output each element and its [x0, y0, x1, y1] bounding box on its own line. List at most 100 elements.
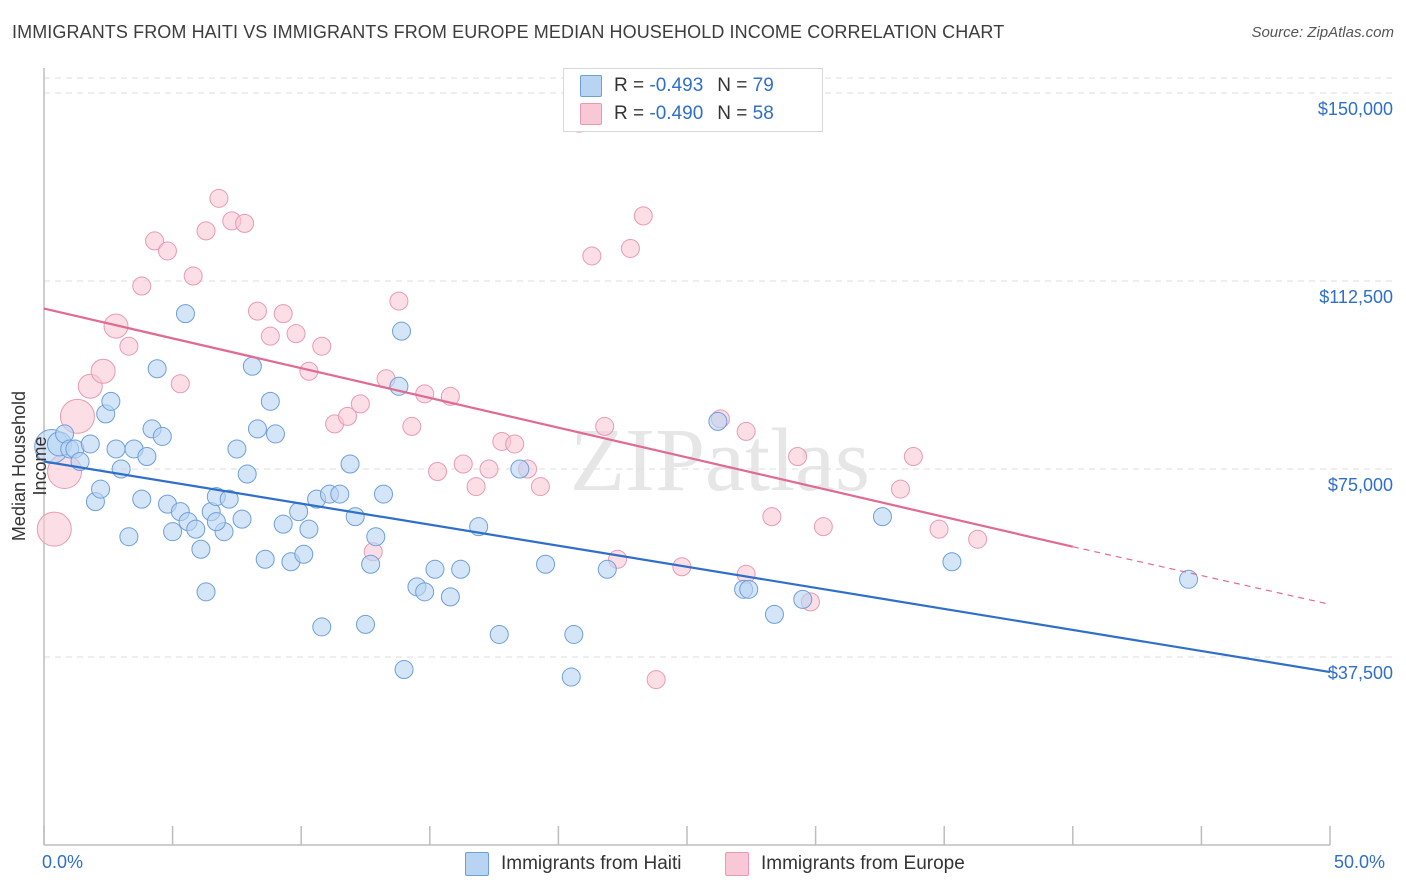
haiti-n-value: 79 [752, 75, 774, 96]
europe-point-30 [428, 462, 448, 482]
europe-point-44 [633, 206, 653, 226]
haiti-point-34 [242, 356, 262, 376]
haiti-point-39 [273, 514, 293, 534]
europe-r-label: R = [614, 103, 645, 124]
x-tick-label-max: 50.0% [1334, 852, 1386, 872]
europe-n-label: N = [717, 103, 748, 124]
europe-point-45 [646, 670, 666, 690]
europe-trend-line [43, 307, 1074, 548]
haiti-point-61 [451, 559, 471, 579]
haiti-point-55 [392, 321, 412, 341]
haiti-point-38 [265, 424, 285, 444]
haiti-point-16 [137, 446, 157, 466]
haiti-point-76 [1179, 569, 1199, 589]
y-tick-label-3: $150,000 [1317, 99, 1393, 120]
europe-point-9 [157, 241, 177, 261]
haiti-point-66 [561, 667, 581, 687]
haiti-point-52 [366, 527, 386, 547]
europe-points [36, 113, 988, 690]
haiti-point-75 [942, 552, 962, 572]
haiti-point-67 [564, 624, 584, 644]
europe-point-40 [582, 246, 602, 266]
europe-point-8 [145, 231, 165, 251]
haiti-r-label: R = [614, 75, 645, 96]
europe-point-2 [59, 398, 95, 434]
haiti-point-32 [232, 509, 252, 529]
haiti-point-37 [260, 391, 280, 411]
europe-point-17 [260, 326, 280, 346]
haiti-point-21 [163, 522, 183, 542]
europe-point-23 [337, 406, 357, 426]
haiti-point-35 [247, 419, 267, 439]
europe-swatch [580, 102, 602, 125]
haiti-point-74 [872, 507, 892, 527]
haiti-point-13 [119, 527, 139, 547]
x-tick-label-min: 0.0% [42, 852, 84, 872]
haiti-point-30 [219, 489, 239, 509]
europe-point-27 [389, 291, 409, 311]
haiti-point-31 [227, 439, 247, 459]
europe-point-15 [235, 213, 255, 233]
europe-point-50 [788, 446, 808, 466]
haiti-point-60 [440, 587, 460, 607]
haiti-point-71 [739, 579, 759, 599]
haiti-point-59 [425, 559, 445, 579]
haiti-point-63 [489, 624, 509, 644]
haiti-point-15 [132, 489, 152, 509]
haiti-point-8 [91, 479, 111, 499]
europe-point-52 [813, 517, 833, 537]
europe-point-12 [196, 221, 216, 241]
haiti-points [34, 304, 1199, 687]
y-tick-label-2: $112,500 [1319, 287, 1393, 308]
europe-point-6 [119, 336, 139, 356]
haiti-point-69 [708, 411, 728, 431]
haiti-n-label: N = [717, 75, 748, 96]
haiti-point-56 [394, 660, 414, 680]
europe-point-41 [595, 416, 615, 436]
haiti-point-24 [186, 519, 206, 539]
legend-row-haiti: R = -0.493 N = 79 [580, 73, 774, 99]
europe-legend-swatch [725, 852, 749, 876]
haiti-point-65 [536, 554, 556, 574]
haiti-legend-label: Immigrants from Haiti [501, 853, 682, 875]
haiti-point-36 [255, 549, 275, 569]
haiti-point-64 [510, 459, 530, 479]
europe-r-value: -0.490 [649, 103, 704, 124]
europe-point-38 [530, 477, 550, 497]
europe-point-19 [286, 324, 306, 344]
europe-point-7 [132, 276, 152, 296]
europe-point-4 [90, 358, 116, 384]
europe-point-43 [620, 238, 640, 258]
haiti-point-50 [356, 614, 375, 634]
europe-point-49 [762, 507, 782, 527]
haiti-point-18 [147, 359, 167, 379]
haiti-point-73 [793, 589, 813, 609]
europe-point-53 [890, 479, 910, 499]
legend-row-europe: R = -0.490 N = 58 [580, 101, 774, 127]
y-tick-label-1: $75,000 [1327, 475, 1393, 496]
europe-point-29 [415, 384, 435, 404]
europe-n-value: 58 [752, 103, 774, 124]
europe-point-33 [466, 477, 486, 497]
trend-lines [43, 307, 1331, 674]
europe-point-55 [929, 519, 949, 539]
haiti-point-47 [330, 484, 350, 504]
haiti-point-58 [415, 582, 435, 602]
europe-point-28 [402, 416, 422, 436]
bottom-legend-haiti: Immigrants from Haiti [465, 852, 682, 876]
europe-point-11 [183, 266, 203, 286]
haiti-point-19 [152, 426, 172, 446]
source-label: Source: ZipAtlas.com [1251, 24, 1394, 41]
y-axis-label: Median Household Income [9, 390, 50, 542]
haiti-point-10 [101, 391, 121, 411]
haiti-point-51 [361, 554, 381, 574]
bottom-legend-europe: Immigrants from Europe [725, 852, 965, 876]
haiti-point-26 [196, 582, 216, 602]
haiti-point-25 [191, 539, 211, 559]
correlation-legend: R = -0.493 N = 79 R = -0.490 N = 58 [563, 68, 823, 132]
europe-point-56 [968, 529, 988, 549]
haiti-point-33 [237, 464, 257, 484]
europe-point-48 [736, 421, 756, 441]
haiti-point-43 [299, 519, 319, 539]
europe-point-16 [247, 301, 267, 321]
